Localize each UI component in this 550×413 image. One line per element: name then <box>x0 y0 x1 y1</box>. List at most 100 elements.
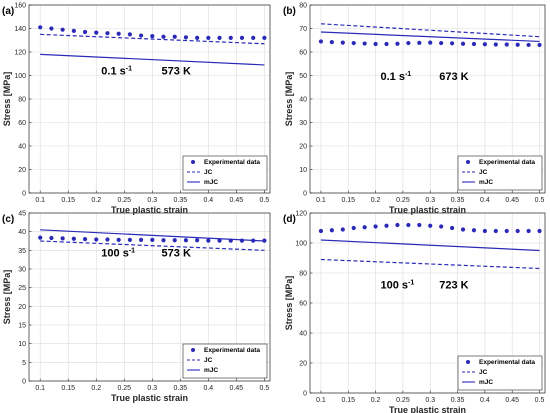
legend-entry: mJC <box>479 179 493 186</box>
data-point <box>172 34 177 39</box>
jc-line <box>320 23 540 38</box>
legend-entry: JC <box>204 357 213 364</box>
x-tick-label: 0.2 <box>91 385 101 392</box>
x-tick-label: 0.35 <box>451 197 465 204</box>
data-point <box>138 33 144 38</box>
y-tick-label: 15 <box>18 323 26 330</box>
strain-rate-label: 0.1 s-1 <box>101 66 132 78</box>
data-point <box>172 238 177 243</box>
panel-b: 0.1 0.15 0.2 0.25 0.3 0.35 0.4 0.45 0.5 0 10 20 30 40… <box>283 3 546 215</box>
data-point <box>49 26 54 31</box>
y-tick-label: 100 <box>14 73 26 80</box>
x-tick-label: 0.3 <box>147 197 157 204</box>
data-point <box>318 228 324 234</box>
legend-entry: Experimental data <box>479 159 535 166</box>
data-point <box>515 228 520 234</box>
y-axis-label: Stress [MPa] <box>284 276 294 331</box>
x-tick-label: 0.5 <box>535 397 545 404</box>
y-tick-label: 70 <box>299 26 307 33</box>
data-point <box>183 35 189 40</box>
plot-frame <box>309 212 546 394</box>
strain-rate-label: 0.1 s-1 <box>381 71 412 83</box>
data-point <box>239 35 245 41</box>
x-tick-label: 0.3 <box>425 397 435 404</box>
x-axis-label: True plastic strain <box>389 405 466 413</box>
x-tick-label: 0.15 <box>61 385 75 392</box>
jc-line <box>320 258 540 270</box>
data-point <box>161 34 166 39</box>
y-tick-label: 40 <box>299 331 307 338</box>
y-tick-label: 20 <box>18 304 26 311</box>
y-tick-label: 100 <box>295 241 307 248</box>
legend-marker <box>466 360 470 364</box>
y-tick-label: 80 <box>299 271 307 278</box>
y-tick-label: 120 <box>14 50 26 57</box>
data-point <box>82 29 88 35</box>
legend-marker <box>191 348 195 352</box>
data-point <box>417 40 422 45</box>
data-point <box>362 41 367 46</box>
x-tick-label: 0.3 <box>425 197 435 204</box>
plot-frame <box>309 4 546 194</box>
panel-label: (d) <box>283 214 296 225</box>
data-point <box>60 27 65 32</box>
plot-frame <box>28 212 271 382</box>
x-tick-label: 0.1 <box>35 385 45 392</box>
x-tick-label: 0.15 <box>341 197 355 204</box>
y-tick-label: 20 <box>299 144 307 151</box>
legend-marker <box>191 160 195 164</box>
x-tick-label: 0.15 <box>61 197 75 204</box>
data-point <box>206 238 211 243</box>
x-tick-label: 0.35 <box>451 397 465 404</box>
y-tick-label: 140 <box>14 26 26 33</box>
y-tick-label: 0 <box>303 391 307 398</box>
data-point <box>493 228 498 234</box>
legend-entry: Experimental data <box>479 359 535 366</box>
temperature-label: 673 K <box>439 71 468 83</box>
data-point <box>329 228 334 233</box>
data-point <box>482 228 487 234</box>
y-tick-label: 80 <box>299 3 307 10</box>
data-point <box>482 42 487 47</box>
legend-entry: JC <box>479 369 488 376</box>
data-point <box>150 237 155 242</box>
legend-entry: JC <box>204 169 213 176</box>
y-tick-label: 30 <box>299 120 307 127</box>
y-tick-label: 10 <box>18 341 26 348</box>
plot-frame <box>28 4 271 194</box>
data-point <box>60 236 65 241</box>
x-tick-label: 0.35 <box>174 197 188 204</box>
temperature-label: 573 K <box>162 66 191 78</box>
mjc-line <box>40 229 265 242</box>
data-point <box>217 35 222 41</box>
data-point <box>71 28 76 33</box>
data-point <box>217 238 222 243</box>
x-tick-label: 0.5 <box>535 197 545 204</box>
legend-box <box>182 343 268 379</box>
y-tick-label: 20 <box>18 167 26 174</box>
data-point <box>515 42 520 47</box>
jc-line <box>40 240 265 251</box>
mjc-line <box>320 31 540 43</box>
data-point <box>449 225 455 231</box>
y-tick-label: 60 <box>299 50 307 57</box>
data-point <box>537 42 542 48</box>
data-point <box>94 30 99 35</box>
data-point <box>116 31 121 36</box>
data-point <box>127 237 132 242</box>
x-axis-label: True plastic strain <box>111 393 188 403</box>
data-point <box>340 40 345 45</box>
y-tick-label: 5 <box>22 360 26 367</box>
data-point <box>351 40 356 46</box>
x-axis-label: True plastic strain <box>111 205 188 215</box>
y-tick-label: 80 <box>18 97 26 104</box>
data-point <box>395 222 400 228</box>
y-tick-label: 0 <box>303 191 307 198</box>
y-tick-label: 160 <box>14 3 26 10</box>
strain-rate-label: 100 s-1 <box>101 248 135 260</box>
data-point <box>127 32 132 37</box>
legend-entry: mJC <box>204 179 218 186</box>
y-tick-label: 10 <box>299 167 307 174</box>
data-point <box>82 237 88 242</box>
data-point <box>183 238 189 243</box>
